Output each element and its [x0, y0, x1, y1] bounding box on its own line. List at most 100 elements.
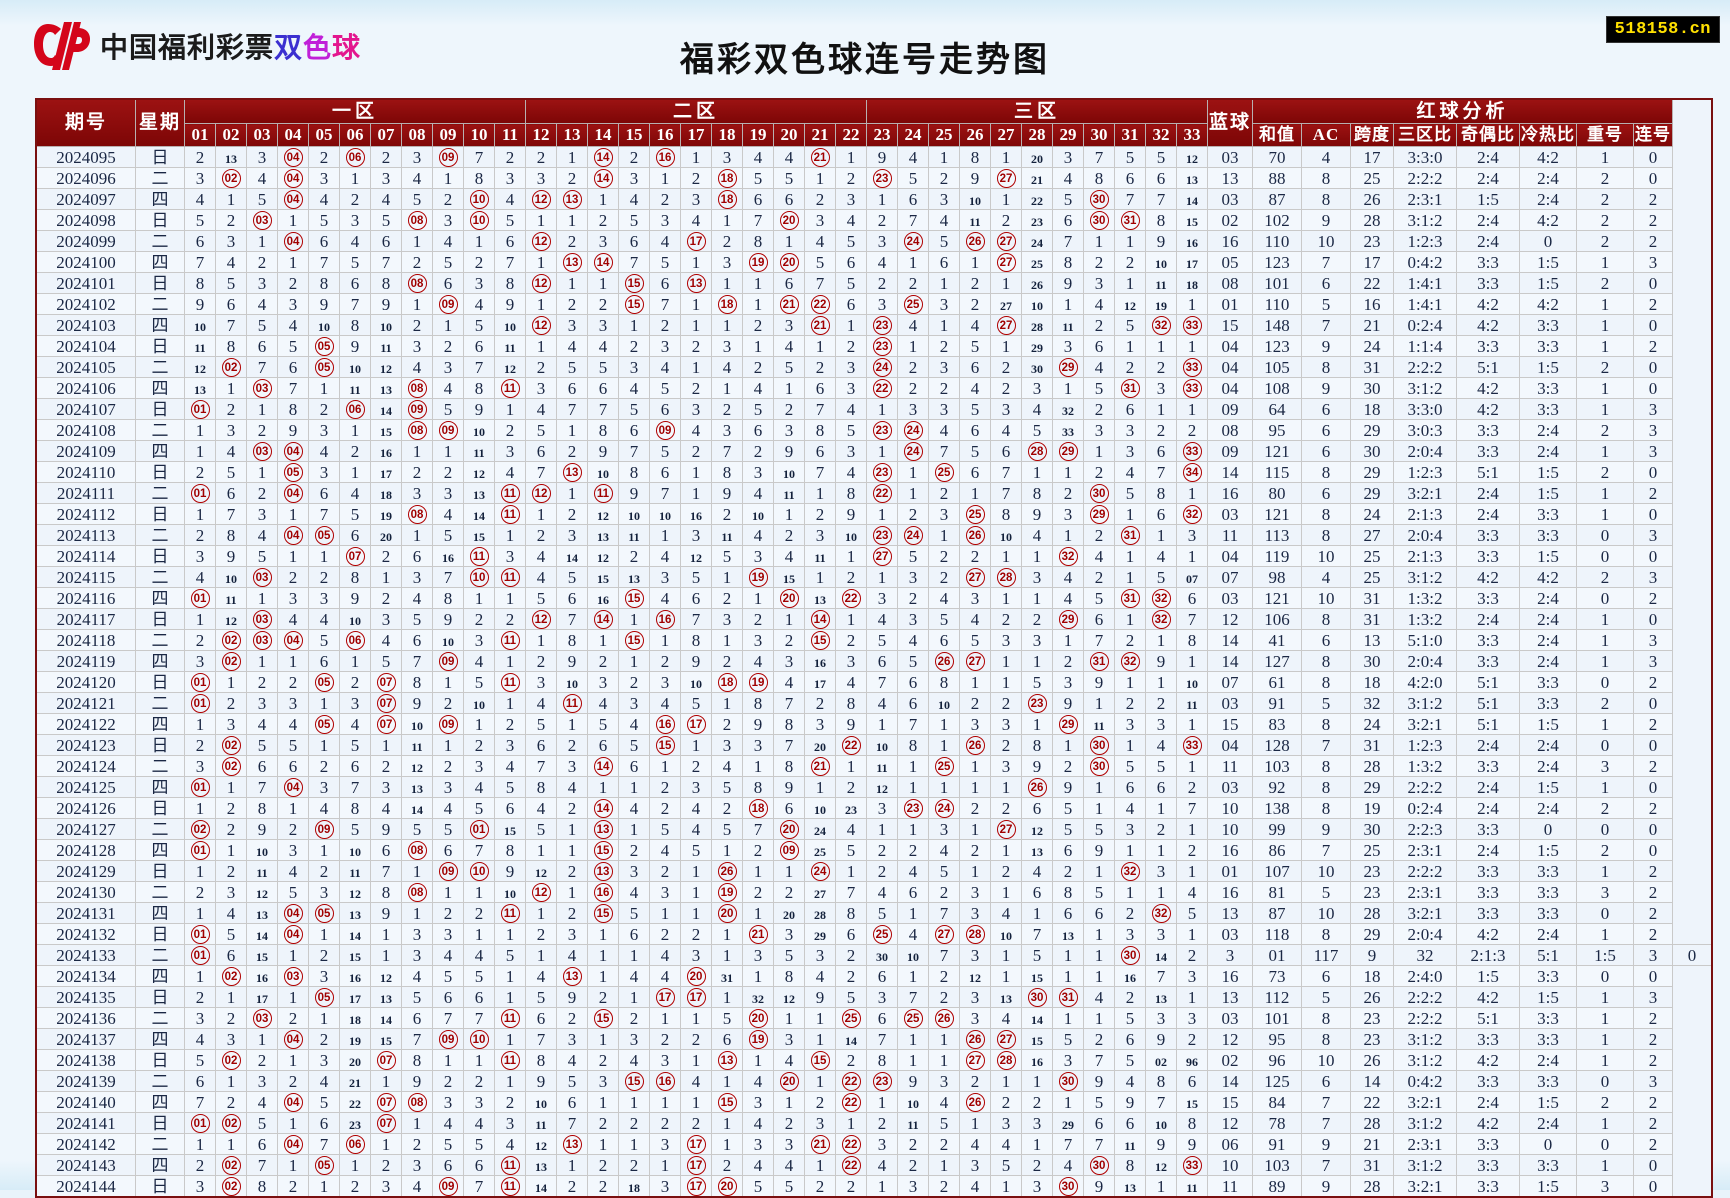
cell-drawn-ball-27[interactable]: 27 [990, 818, 1022, 840]
cell-drawn-ball-09[interactable]: 09 [432, 860, 464, 882]
cell-drawn-ball-04[interactable]: 04 [277, 1091, 309, 1113]
cell-drawn-ball-33[interactable]: 33 [1176, 356, 1208, 378]
cell-drawn-ball-14[interactable]: 16 [587, 881, 619, 903]
cell-blue-ball[interactable]: 11 [1207, 1175, 1253, 1198]
cell-drawn-ball-30[interactable]: 30 [1083, 734, 1115, 756]
cell-drawn-ball-24[interactable]: 24 [897, 440, 929, 462]
table-row[interactable]: 2024131 四 1 4 13 04 05 13 9 1 2 2 11 1 2 15 5 1 1 20 1 20 28 8 5… [35, 902, 1712, 924]
cell-drawn-ball-25[interactable]: 24 [928, 797, 960, 819]
cell-blue-ball[interactable]: 04 [1207, 356, 1253, 378]
cell-drawn-ball-23[interactable]: 23 [866, 1070, 898, 1092]
cell-drawn-ball-11[interactable]: 11 [494, 1049, 526, 1071]
cell-drawn-ball-02[interactable]: 02 [215, 734, 247, 756]
cell-issue-number[interactable]: 2024100 [35, 251, 136, 273]
cell-drawn-ball-30[interactable]: 30 [1083, 482, 1115, 504]
cell-drawn-ball-03[interactable]: 03 [246, 608, 278, 630]
cell-drawn-ball-22[interactable]: 25 [835, 1007, 867, 1029]
cell-drawn-ball-13[interactable]: 11 [556, 692, 588, 714]
table-row[interactable]: 2024100 四 7 4 2 1 7 5 7 2 5 2 7 1 13 14 7 5 1 3 19 20 5 6 4 1 6 1 27… [35, 251, 1712, 273]
cell-issue-number[interactable]: 2024103 [35, 314, 136, 336]
cell-blue-ball[interactable]: 02 [1207, 1049, 1253, 1071]
cell-drawn-ball-05[interactable]: 05 [308, 1154, 340, 1176]
cell-drawn-ball-20[interactable]: 20 [773, 251, 805, 273]
cell-drawn-ball-21[interactable]: 15 [804, 629, 836, 651]
cell-blue-ball[interactable]: 12 [1207, 608, 1253, 630]
cell-drawn-ball-27[interactable]: 27 [990, 230, 1022, 252]
cell-drawn-ball-11[interactable]: 11 [494, 629, 526, 651]
cell-drawn-ball-02[interactable]: 02 [215, 1049, 247, 1071]
cell-issue-number[interactable]: 2024122 [35, 713, 136, 735]
cell-drawn-ball-29[interactable]: 31 [1052, 986, 1084, 1008]
table-row[interactable]: 2024116 四 01 11 1 3 3 9 2 4 8 1 1 5 6 16 15 4 6 2 1 20 13 22 3 2 4… [35, 587, 1712, 609]
cell-blue-ball[interactable]: 08 [1207, 272, 1253, 294]
cell-drawn-ball-33[interactable]: 33 [1176, 734, 1208, 756]
table-row[interactable]: 2024122 四 1 3 4 4 05 4 07 10 09 1 2 5 1 5 4 16 17 2 9 8 3 9 1 7 1 3… [35, 713, 1712, 735]
cell-drawn-ball-14[interactable]: 14 [587, 146, 619, 168]
cell-drawn-ball-26[interactable]: 27 [959, 566, 991, 588]
cell-drawn-ball-21[interactable]: 21 [804, 755, 836, 777]
cell-drawn-ball-20[interactable]: 21 [773, 293, 805, 315]
cell-drawn-ball-09[interactable]: 09 [432, 713, 464, 735]
table-row[interactable]: 2024119 四 3 02 1 1 6 1 5 7 09 4 1 2 9 2 1 2 9 2 4 3 16 3 6 5 26 27 1… [35, 650, 1712, 672]
cell-issue-number[interactable]: 2024114 [35, 545, 136, 567]
cell-drawn-ball-27[interactable]: 27 [990, 1028, 1022, 1050]
cell-blue-ball[interactable]: 15 [1207, 1091, 1253, 1113]
cell-blue-ball[interactable]: 04 [1207, 377, 1253, 399]
cell-drawn-ball-18[interactable]: 19 [711, 881, 743, 903]
cell-drawn-ball-23[interactable]: 23 [866, 419, 898, 441]
cell-issue-number[interactable]: 2024131 [35, 902, 136, 924]
cell-issue-number[interactable]: 2024107 [35, 398, 136, 420]
cell-issue-number[interactable]: 2024144 [35, 1175, 136, 1198]
table-row[interactable]: 2024140 四 7 2 4 04 5 22 07 08 3 3 2 10 6 1 1 1 1 15 3 1 2 22 1 10… [35, 1091, 1712, 1113]
cell-drawn-ball-17[interactable]: 13 [680, 272, 712, 294]
cell-drawn-ball-15[interactable]: 15 [618, 587, 650, 609]
cell-issue-number[interactable]: 2024136 [35, 1007, 136, 1029]
cell-drawn-ball-20[interactable]: 20 [773, 209, 805, 231]
cell-drawn-ball-18[interactable]: 18 [711, 167, 743, 189]
table-row[interactable]: 2024111 二 01 6 2 04 6 4 18 3 3 13 11 12 1 11 9 7 1 9 4 11 1 8 22… [35, 482, 1712, 504]
cell-drawn-ball-10[interactable]: 10 [463, 566, 495, 588]
cell-drawn-ball-27[interactable]: 27 [990, 314, 1022, 336]
cell-blue-ball[interactable]: 14 [1207, 461, 1253, 483]
cell-drawn-ball-21[interactable]: 21 [804, 1133, 836, 1155]
cell-drawn-ball-31[interactable]: 32 [1114, 650, 1146, 672]
cell-blue-ball[interactable]: 03 [1207, 188, 1253, 210]
cell-drawn-ball-20[interactable]: 09 [773, 839, 805, 861]
cell-blue-ball[interactable]: 16 [1207, 839, 1253, 861]
cell-drawn-ball-33[interactable]: 33 [1176, 440, 1208, 462]
cell-drawn-ball-05[interactable]: 09 [308, 818, 340, 840]
cell-drawn-ball-21[interactable]: 22 [804, 293, 836, 315]
table-row[interactable]: 2024095 日 2 13 3 04 2 06 2 3 09 7 2 2 1 14 2 16 1 3 4 4 21 1 9 4 1… [35, 146, 1712, 168]
cell-issue-number[interactable]: 2024133 [35, 944, 136, 966]
table-row[interactable]: 2024143 四 2 02 7 1 05 1 2 3 6 6 11 13 1 2 2 1 17 2 4 4 1 22 4 2 1 3… [35, 1154, 1712, 1176]
cell-drawn-ball-03[interactable]: 03 [246, 566, 278, 588]
table-row[interactable]: 2024103 四 10 7 5 4 10 8 10 2 1 5 10 12 3 3 1 2 1 1 2 3 21 1 23 4 1… [35, 314, 1712, 336]
cell-drawn-ball-19[interactable]: 21 [742, 923, 774, 945]
table-row[interactable]: 2024102 二 9 6 4 3 9 7 9 1 09 4 9 1 2 2 15 7 1 18 1 21 22 6 3 25 3 2… [35, 293, 1712, 315]
cell-drawn-ball-07[interactable]: 07 [370, 692, 402, 714]
cell-drawn-ball-32[interactable]: 32 [1145, 587, 1177, 609]
cell-issue-number[interactable]: 2024096 [35, 167, 136, 189]
cell-issue-number[interactable]: 2024102 [35, 293, 136, 315]
cell-issue-number[interactable]: 2024109 [35, 440, 136, 462]
cell-drawn-ball-12[interactable]: 12 [525, 881, 557, 903]
cell-drawn-ball-10[interactable]: 10 [463, 1028, 495, 1050]
cell-drawn-ball-13[interactable]: 13 [556, 461, 588, 483]
cell-blue-ball[interactable]: 03 [1207, 1007, 1253, 1029]
cell-drawn-ball-31[interactable]: 31 [1114, 377, 1146, 399]
table-row[interactable]: 2024141 日 01 02 5 1 6 23 07 1 4 4 3 11 7 2 2 2 2 1 4 2 3 1 2 11 5 1… [35, 1112, 1712, 1134]
cell-blue-ball[interactable]: 02 [1207, 209, 1253, 231]
cell-issue-number[interactable]: 2024132 [35, 923, 136, 945]
cell-drawn-ball-12[interactable]: 12 [525, 314, 557, 336]
table-row[interactable]: 2024120 日 01 1 2 2 05 2 07 8 1 5 11 3 10 3 2 3 10 18 19 4 17 4 7… [35, 671, 1712, 693]
cell-drawn-ball-31[interactable]: 30 [1114, 944, 1146, 966]
table-row[interactable]: 2024114 日 3 9 5 1 1 07 2 6 16 11 3 4 14 12 2 4 12 5 3 4 11 1 27 5… [35, 545, 1712, 567]
cell-drawn-ball-06[interactable]: 06 [339, 629, 371, 651]
cell-drawn-ball-13[interactable]: 13 [556, 188, 588, 210]
cell-blue-ball[interactable]: 13 [1207, 167, 1253, 189]
cell-issue-number[interactable]: 2024140 [35, 1091, 136, 1113]
cell-issue-number[interactable]: 2024134 [35, 965, 136, 987]
cell-drawn-ball-01[interactable]: 01 [184, 587, 216, 609]
cell-drawn-ball-04[interactable]: 05 [277, 461, 309, 483]
cell-blue-ball[interactable]: 04 [1207, 335, 1253, 357]
